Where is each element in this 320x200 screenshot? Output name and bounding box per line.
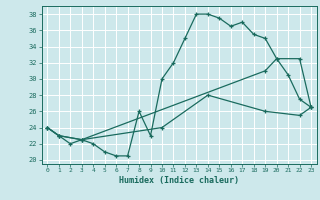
X-axis label: Humidex (Indice chaleur): Humidex (Indice chaleur) <box>119 176 239 185</box>
